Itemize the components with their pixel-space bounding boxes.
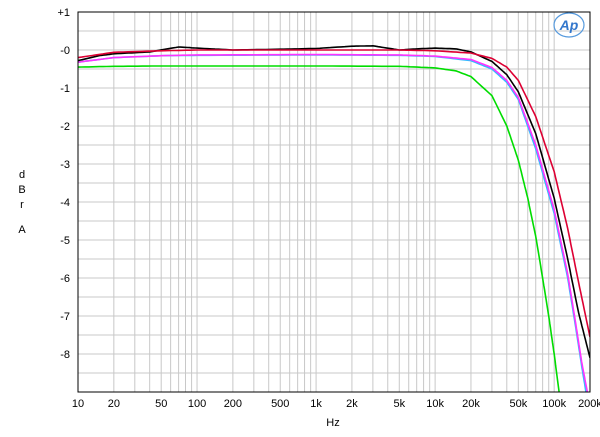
y-axis-label-char: r [20,199,24,211]
x-tick-label: 20 [108,398,120,410]
plot-frame [77,11,591,393]
y-tick-label: -4 [60,197,70,209]
x-tick-label: 10k [426,398,444,410]
y-tick-label: +1 [57,7,70,19]
y-tick-label: -7 [60,311,70,323]
series-line-4 [78,49,590,338]
series-line-2 [78,53,589,392]
y-tick-label: -3 [60,159,70,171]
x-tick-label: 5k [393,398,405,410]
x-tick-label: 1k [310,398,322,410]
x-tick-label: 500 [271,398,289,410]
ap-logo-text: Ap [559,17,579,33]
grid [77,11,591,393]
y-tick-label: -8 [60,349,70,361]
y-tick-label: -5 [60,235,70,247]
x-tick-label: 100k [542,398,566,410]
y-tick-labels: +1 -0 -1 -2 -3 -4 -5 -6 -7 -8 [57,7,70,361]
series-layer [78,45,590,392]
x-tick-label: 2k [346,398,358,410]
y-axis-label-char: A [18,224,26,236]
y-axis-label-char: B [18,184,25,196]
x-tick-label: 10 [72,398,84,410]
y-tick-label: -0 [60,45,70,57]
series-line-0 [78,65,560,392]
series-line-1 [78,54,587,392]
y-tick-label: -1 [60,83,70,95]
ap-logo: Ap [553,12,585,38]
x-tick-label: 50 [155,398,167,410]
y-axis-label: dBr A [18,169,26,236]
x-tick-label: 20k [462,398,480,410]
x-axis-label: Hz [326,417,339,429]
x-tick-label: 200k [578,398,600,410]
ap-logo-ring [553,12,585,38]
y-tick-label: -2 [60,121,70,133]
y-axis-label-char: d [19,169,25,181]
x-tick-label: 200 [224,398,242,410]
x-tick-label: 50k [509,398,527,410]
x-tick-label: 100 [188,398,206,410]
y-tick-label: -6 [60,273,70,285]
x-tick-labels: 10 20 50 100 200 500 1k 2k 5k 10k 20k 50k 100k 200k [72,398,600,410]
